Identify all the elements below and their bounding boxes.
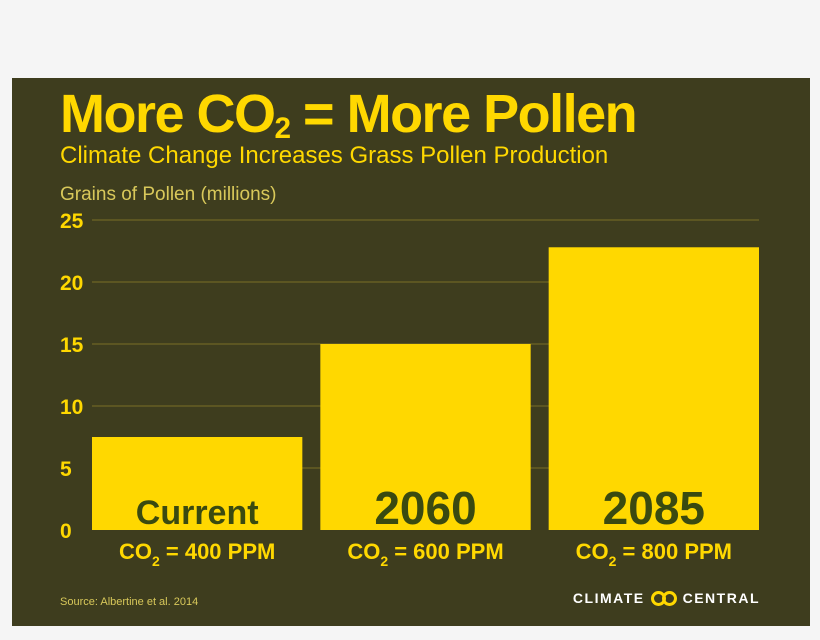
y-axis-label: Grains of Pollen (millions): [60, 184, 276, 205]
chart-title: More CO2 = More Pollen: [60, 84, 638, 145]
chart-subtitle: Climate Change Increases Grass Pollen Pr…: [60, 142, 609, 169]
x-category-label: CO2 = 400 PPM: [119, 539, 275, 569]
bar: [92, 437, 303, 530]
y-tick-label: 5: [60, 458, 72, 481]
double-ring-logo-icon: [650, 590, 677, 606]
y-tick-label: 15: [60, 334, 84, 357]
brand-name-right: CENTRAL: [682, 590, 760, 606]
y-tick-label: 25: [60, 210, 84, 233]
source-note: Source: Albertine et al. 2014: [60, 596, 199, 608]
y-tick-label: 10: [60, 396, 83, 419]
y-tick-label: 0: [60, 520, 72, 543]
bar: [548, 247, 759, 530]
bar-name-label: 2085: [603, 482, 705, 534]
bar-chart: Grains of Pollen (millions) 0 5 10 15 20 25 Cur…: [60, 184, 759, 569]
bar-name-label: Current: [136, 494, 259, 532]
y-tick-label: 20: [60, 272, 83, 295]
brand-name-left: CLIMATE: [572, 590, 645, 606]
chart-panel: More CO2 = More Pollen Climate Change In…: [12, 78, 810, 626]
x-category-label: CO2 = 600 PPM: [347, 539, 503, 569]
bar-name-label: 2060: [374, 482, 476, 534]
brand-logo: CLIMATE CENTRAL: [573, 590, 760, 606]
x-category-label: CO2 = 800 PPM: [576, 539, 732, 569]
bar: [320, 344, 531, 530]
